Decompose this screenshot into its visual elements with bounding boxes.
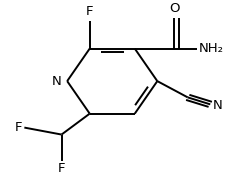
Text: F: F bbox=[58, 163, 65, 176]
Text: F: F bbox=[86, 5, 94, 18]
Text: NH₂: NH₂ bbox=[199, 42, 224, 55]
Text: F: F bbox=[15, 121, 22, 134]
Text: N: N bbox=[213, 99, 222, 112]
Text: O: O bbox=[169, 2, 179, 15]
Text: N: N bbox=[52, 75, 62, 88]
